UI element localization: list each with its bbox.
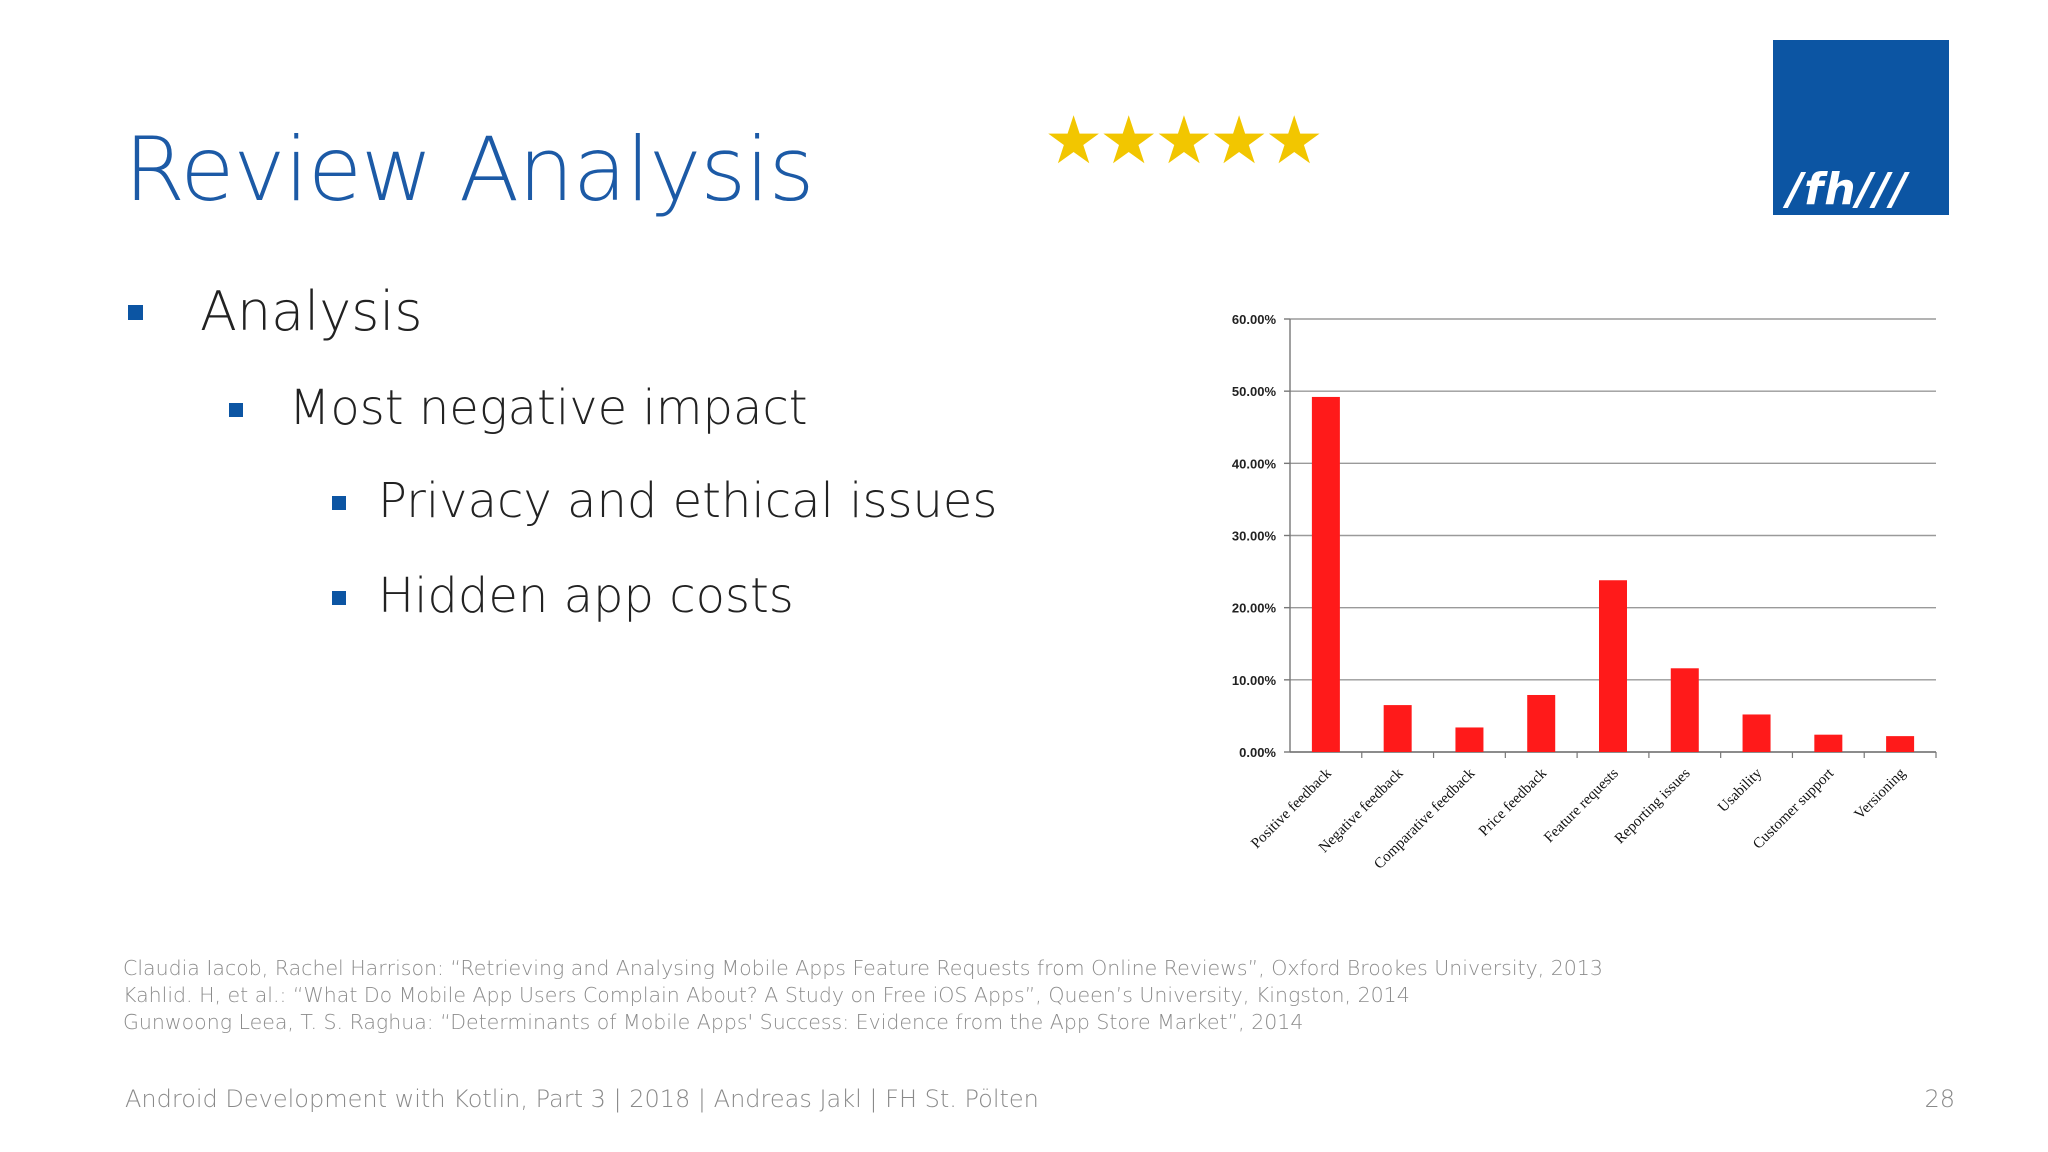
bar <box>1311 396 1340 752</box>
logo-mark: /fh/// <box>1787 164 1908 215</box>
logo-subtitle: st.pölten <box>1831 216 1933 240</box>
bullet-level3: Privacy and ethical issues <box>378 473 998 529</box>
page-number: 28 <box>1924 1085 1955 1113</box>
y-tick-label: 40.00% <box>1232 456 1277 471</box>
y-tick-label: 20.00% <box>1232 601 1277 616</box>
bullet-square-icon <box>332 591 346 605</box>
reference-line: Kahlid. H, et al.: “What Do Mobile App U… <box>123 983 1410 1007</box>
slide-title: Review Analysis <box>124 118 815 221</box>
references: Claudia Iacob, Rachel Harrison: “Retriev… <box>123 955 1603 1036</box>
bullet-square-icon <box>128 305 143 320</box>
reference-line: Gunwoong Leea, T. S. Raghua: “Determinan… <box>123 1010 1304 1034</box>
x-category-label: Usability <box>1715 765 1766 816</box>
bullet-level1: Analysis <box>200 280 423 343</box>
bullet-square-icon <box>229 403 243 417</box>
fh-st-poelten-logo: /fh/// st.pölten <box>1773 40 1949 238</box>
bar <box>1527 694 1556 752</box>
x-category-label: Feature requests <box>1541 765 1622 846</box>
y-tick-label: 60.00% <box>1232 312 1277 327</box>
feedback-bar-chart: 0.00% 10.00% 20.00% 30.00% 40.00% 50.00% 60.00… <box>1200 296 1960 896</box>
bar <box>1455 727 1484 752</box>
reference-line: Claudia Iacob, Rachel Harrison: “Retriev… <box>123 956 1603 980</box>
bullet-level2: Most negative impact <box>289 380 808 436</box>
slide-footer: Android Development with Kotlin, Part 3 … <box>125 1085 1039 1113</box>
bullet-level3: Hidden app costs <box>378 568 794 624</box>
y-tick-label: 10.00% <box>1232 673 1277 688</box>
bar <box>1383 705 1412 752</box>
x-category-label: Versioning <box>1852 765 1910 823</box>
x-category-label: Reporting issues <box>1612 765 1694 847</box>
x-category-label: Price feedback <box>1476 765 1550 839</box>
y-tick-label: 30.00% <box>1232 529 1277 544</box>
y-tick-label: 50.00% <box>1232 384 1277 399</box>
bar <box>1670 668 1699 752</box>
bar <box>1886 736 1915 752</box>
bar <box>1814 734 1843 752</box>
y-tick-label: 0.00% <box>1239 745 1276 760</box>
bar <box>1599 580 1627 752</box>
bar <box>1742 714 1771 752</box>
bullet-square-icon <box>332 496 346 510</box>
chart-svg: 0.00% 10.00% 20.00% 30.00% 40.00% 50.00% 60.00… <box>1232 312 1937 873</box>
five-star-rating-icon: ★★★★★ <box>1044 102 1324 179</box>
